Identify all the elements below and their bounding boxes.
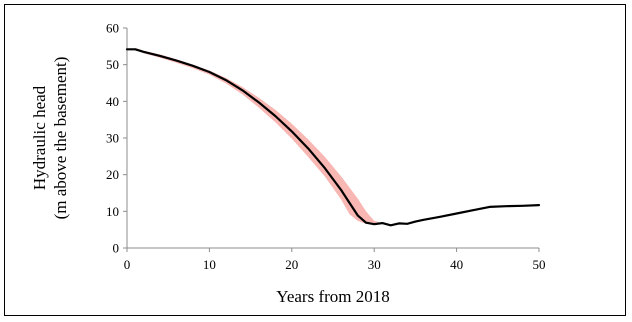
uncertainty-band: [135, 47, 383, 225]
x-tick-label: 0: [124, 257, 131, 272]
y-axis-title-line-2: (m above the basement): [51, 57, 70, 220]
tick-layer: 0 10 20 30 40 50 60 0 10 20 30 40 50: [106, 21, 546, 273]
x-tick-label: 50: [533, 257, 546, 272]
y-tick-label: 0: [113, 241, 120, 256]
x-tick-label: 10: [203, 257, 216, 272]
y-tick-label: 30: [106, 131, 119, 146]
series-line-hydraulic-head: [125, 48, 541, 227]
y-tick-label: 10: [106, 204, 119, 219]
axis-layer: [126, 28, 539, 249]
y-tick-label: 50: [106, 57, 119, 72]
y-tick-label: 60: [106, 21, 119, 36]
y-tick-label: 20: [106, 167, 119, 182]
x-tick-label: 20: [285, 257, 298, 272]
band-layer: [135, 47, 383, 225]
series-layer: [125, 48, 541, 227]
y-axis-title-line-1: Hydraulic head: [30, 85, 49, 190]
x-tick-label: 30: [368, 257, 381, 272]
x-axis-title: Years from 2018: [276, 287, 390, 306]
y-tick-label: 40: [106, 94, 119, 109]
x-tick-label: 40: [450, 257, 463, 272]
